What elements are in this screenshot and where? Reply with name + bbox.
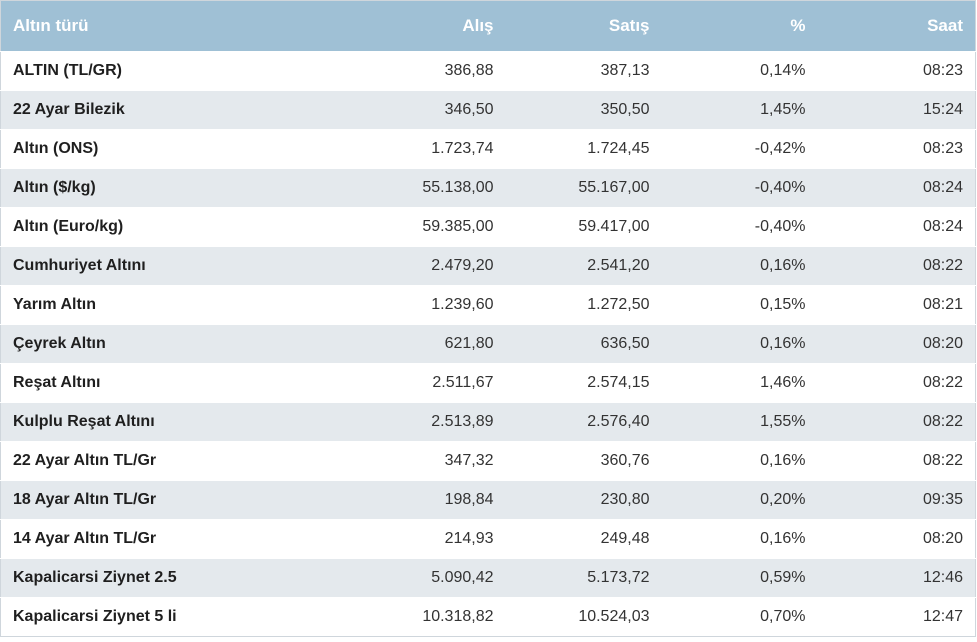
cell-gold-type: Yarım Altın: [13, 296, 96, 313]
cell-change-percent: 0,59%: [760, 569, 806, 586]
cell-buy-price: 1.239,60: [431, 296, 494, 313]
cell-time: 08:24: [922, 218, 963, 235]
cell-sell-price: 230,80: [600, 491, 650, 508]
cell-change-percent: 1,46%: [760, 374, 806, 391]
cell-time: 08:24: [922, 179, 963, 196]
table-row: Altın (ONS) 1.723,74 1.724,45 -0,42% 08:23: [0, 129, 976, 169]
table-row: Altın (Euro/kg) 59.385,00 59.417,00 -0,40% 0…: [0, 207, 976, 247]
cell-buy-price: 621,80: [444, 335, 494, 352]
cell-buy-price: 59.385,00: [422, 218, 494, 235]
cell-sell-price: 1.724,45: [587, 140, 650, 157]
header-gold-type[interactable]: Altın türü: [13, 16, 89, 35]
cell-gold-type: Altın ($/kg): [13, 179, 96, 196]
cell-time: 08:22: [922, 452, 963, 469]
cell-gold-type: Cumhuriyet Altını: [13, 257, 146, 274]
cell-buy-price: 10.318,82: [422, 608, 494, 625]
cell-time: 15:24: [922, 101, 963, 118]
cell-sell-price: 387,13: [600, 62, 650, 79]
table-row: Yarım Altın 1.239,60 1.272,50 0,15% 08:21: [0, 285, 976, 325]
cell-gold-type: Kulplu Reşat Altını: [13, 413, 155, 430]
table-row: Cumhuriyet Altını 2.479,20 2.541,20 0,16% 08…: [0, 246, 976, 286]
header-time[interactable]: Saat: [927, 16, 963, 35]
cell-sell-price: 10.524,03: [578, 608, 650, 625]
table-row: Kapalicarsi Ziynet 5 li 10.318,82 10.524,0…: [0, 597, 976, 637]
cell-sell-price: 1.272,50: [587, 296, 650, 313]
table-row: Reşat Altını 2.511,67 2.574,15 1,46% 08:22: [0, 363, 976, 403]
cell-change-percent: -0,40%: [754, 179, 806, 196]
cell-time: 08:22: [922, 257, 963, 274]
cell-time: 08:23: [922, 140, 963, 157]
cell-buy-price: 347,32: [444, 452, 494, 469]
table-row: 14 Ayar Altın TL/Gr 214,93 249,48 0,16% 08:2…: [0, 519, 976, 559]
cell-gold-type: 22 Ayar Altın TL/Gr: [13, 452, 157, 469]
cell-gold-type: Altın (Euro/kg): [13, 218, 124, 235]
cell-time: 09:35: [922, 491, 963, 508]
cell-gold-type: Reşat Altını: [13, 374, 101, 391]
cell-buy-price: 2.479,20: [431, 257, 494, 274]
cell-gold-type: Çeyrek Altın: [13, 335, 106, 352]
cell-buy-price: 198,84: [444, 491, 494, 508]
cell-sell-price: 2.541,20: [587, 257, 650, 274]
cell-gold-type: Altın (ONS): [13, 140, 99, 157]
cell-buy-price: 5.090,42: [431, 569, 494, 586]
cell-time: 12:47: [922, 608, 963, 625]
cell-sell-price: 249,48: [600, 530, 650, 547]
cell-sell-price: 2.576,40: [587, 413, 650, 430]
header-row: Altın türü Alış Satış % Saat: [0, 0, 976, 52]
cell-gold-type: ALTIN (TL/GR): [13, 62, 123, 79]
cell-buy-price: 214,93: [444, 530, 494, 547]
cell-change-percent: 0,15%: [760, 296, 806, 313]
table-row: Çeyrek Altın 621,80 636,50 0,16% 08:20: [0, 324, 976, 364]
header-sell[interactable]: Satış: [608, 16, 650, 35]
cell-time: 08:23: [922, 62, 963, 79]
cell-time: 08:20: [922, 530, 963, 547]
cell-buy-price: 2.511,67: [432, 374, 494, 391]
cell-sell-price: 360,76: [600, 452, 650, 469]
cell-sell-price: 350,50: [600, 101, 650, 118]
table-row: Altın ($/kg) 55.138,00 55.167,00 -0,40% 08:2…: [0, 168, 976, 208]
cell-sell-price: 55.167,00: [578, 179, 650, 196]
cell-time: 08:22: [922, 374, 963, 391]
table-row: Kulplu Reşat Altını 2.513,89 2.576,40 1,55%…: [0, 402, 976, 442]
cell-time: 08:21: [922, 296, 963, 313]
cell-change-percent: 0,16%: [760, 452, 806, 469]
cell-gold-type: 22 Ayar Bilezik: [13, 101, 125, 118]
cell-change-percent: 1,45%: [760, 101, 806, 118]
cell-time: 12:46: [922, 569, 963, 586]
table-row: 22 Ayar Altın TL/Gr 347,32 360,76 0,16% 08:2…: [0, 441, 976, 481]
cell-change-percent: -0,42%: [754, 140, 806, 157]
cell-gold-type: Kapalicarsi Ziynet 5 li: [13, 608, 177, 625]
cell-change-percent: 0,16%: [760, 257, 806, 274]
table-row: 18 Ayar Altın TL/Gr 198,84 230,80 0,20% 09:3…: [0, 480, 976, 520]
header-percent[interactable]: %: [790, 16, 806, 35]
cell-change-percent: 0,20%: [760, 491, 806, 508]
cell-buy-price: 1.723,74: [431, 140, 494, 157]
cell-change-percent: 0,70%: [760, 608, 806, 625]
table-body: ALTIN (TL/GR) 386,88 387,13 0,14% 08:23 22 Ay…: [0, 51, 976, 637]
cell-buy-price: 2.513,89: [431, 413, 494, 430]
cell-change-percent: 0,14%: [760, 62, 806, 79]
cell-sell-price: 5.173,72: [587, 569, 650, 586]
cell-sell-price: 636,50: [600, 335, 650, 352]
table-row: Kapalicarsi Ziynet 2.5 5.090,42 5.173,72 0,…: [0, 558, 976, 598]
cell-buy-price: 386,88: [444, 62, 494, 79]
cell-buy-price: 346,50: [444, 101, 494, 118]
cell-time: 08:20: [922, 335, 963, 352]
cell-gold-type: Kapalicarsi Ziynet 2.5: [13, 569, 177, 586]
table-row: ALTIN (TL/GR) 386,88 387,13 0,14% 08:23: [0, 51, 976, 91]
cell-sell-price: 59.417,00: [578, 218, 650, 235]
cell-change-percent: 0,16%: [760, 530, 806, 547]
cell-buy-price: 55.138,00: [422, 179, 494, 196]
table-header: Altın türü Alış Satış % Saat: [0, 0, 976, 52]
cell-time: 08:22: [922, 413, 963, 430]
cell-change-percent: -0,40%: [754, 218, 806, 235]
cell-gold-type: 18 Ayar Altın TL/Gr: [13, 491, 157, 508]
cell-change-percent: 0,16%: [760, 335, 806, 352]
cell-change-percent: 1,55%: [760, 413, 806, 430]
header-buy[interactable]: Alış: [462, 16, 494, 35]
cell-sell-price: 2.574,15: [587, 374, 650, 391]
cell-gold-type: 14 Ayar Altın TL/Gr: [13, 530, 157, 547]
table-row: 22 Ayar Bilezik 346,50 350,50 1,45% 15:24: [0, 90, 976, 130]
